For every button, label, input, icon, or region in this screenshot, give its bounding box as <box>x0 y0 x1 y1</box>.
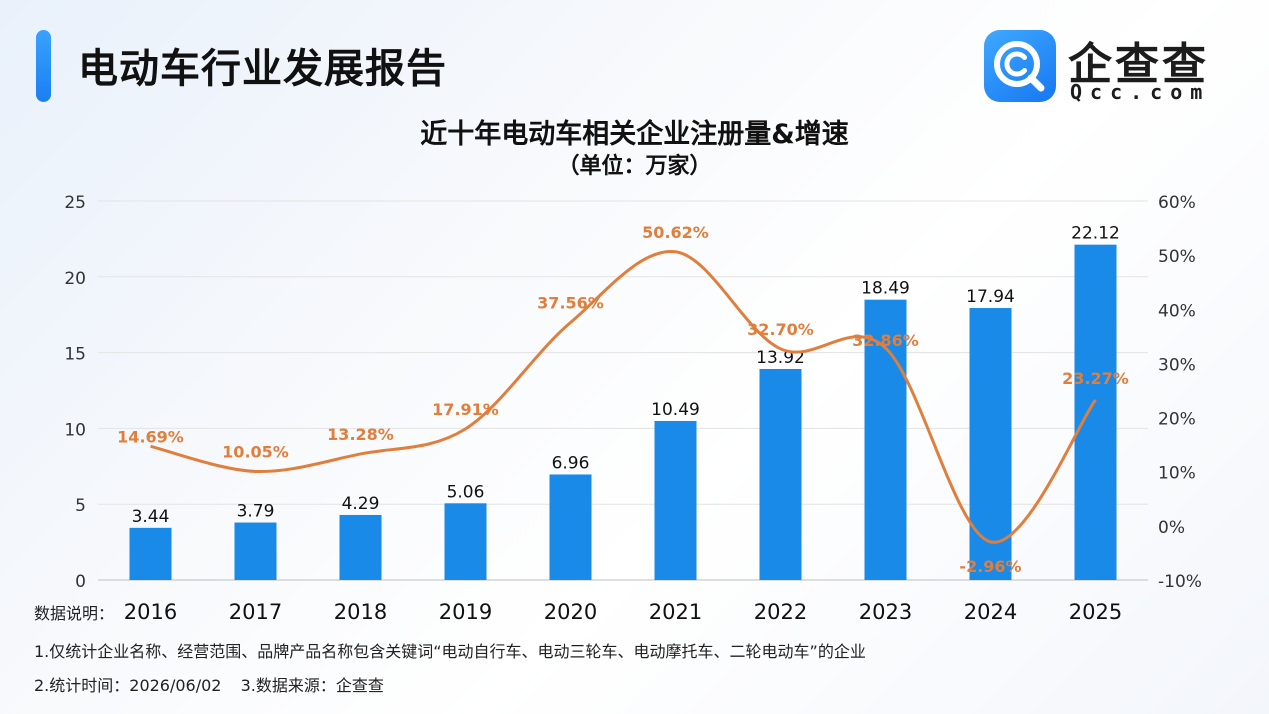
bar-value-label: 18.49 <box>861 279 910 299</box>
brand-logo[interactable]: 企查查 Qcc.com <box>984 28 1224 104</box>
x-tick-label: 2023 <box>859 600 912 624</box>
y-right-tick-label: 40% <box>1158 301 1196 321</box>
growth-rate-label: 10.05% <box>222 442 289 461</box>
x-tick-label: 2021 <box>649 600 702 624</box>
y-right-tick-label: 20% <box>1158 410 1196 430</box>
title-accent-bar <box>36 30 51 102</box>
bar-value-label: 22.12 <box>1071 224 1120 244</box>
bar-value-label: 3.44 <box>132 507 170 527</box>
notes-stat-time: 2.统计时间：2026/06/02 <box>34 676 222 695</box>
x-tick-label: 2025 <box>1069 600 1122 624</box>
bar <box>444 503 487 580</box>
y-left-tick-label: 0 <box>75 572 86 592</box>
bar <box>969 308 1012 580</box>
logo-domain: Qcc.com <box>1070 80 1211 104</box>
chart-title: 近十年电动车相关企业注册量&增速 <box>420 119 849 150</box>
logo-name: 企查查 <box>1068 39 1209 90</box>
growth-rate-label: 32.86% <box>852 331 919 350</box>
notes-source: 3.数据来源：企查查 <box>240 676 384 695</box>
notes-line-1: 1.仅统计企业名称、经营范围、品牌产品名称包含关键词“电动自行车、电动三轮车、电… <box>34 642 866 661</box>
growth-rate-label: 50.62% <box>642 223 709 242</box>
x-tick-label: 2016 <box>124 600 177 624</box>
chart-subtitle: （单位：万家） <box>557 154 712 179</box>
bar <box>1074 244 1117 580</box>
bar <box>234 522 277 580</box>
growth-rate-label: 13.28% <box>327 425 394 444</box>
growth-rate-label: 37.56% <box>537 293 604 312</box>
bar <box>129 527 172 580</box>
y-left-tick-label: 20 <box>64 269 86 289</box>
growth-rate-label: 32.70% <box>747 320 814 339</box>
y-left-tick-label: 5 <box>75 496 86 516</box>
y-right-tick-label: 0% <box>1158 518 1185 538</box>
qcc-magnifier-icon <box>984 30 1056 102</box>
y-left-tick-label: 10 <box>64 420 86 440</box>
growth-rate-label: 23.27% <box>1062 369 1129 388</box>
y-right-tick-label: 30% <box>1158 355 1196 375</box>
bar-value-label: 6.96 <box>552 453 590 473</box>
bar <box>759 368 802 580</box>
growth-rate-label: 14.69% <box>117 427 184 446</box>
report-title: 电动车行业发展报告 <box>78 46 447 92</box>
x-tick-label: 2019 <box>439 600 492 624</box>
bar-value-label: 3.79 <box>237 502 275 522</box>
y-right-tick-label: 10% <box>1158 464 1196 484</box>
bar-value-label: 10.49 <box>651 400 700 420</box>
x-tick-label: 2018 <box>334 600 387 624</box>
y-left-tick-label: 15 <box>64 345 86 365</box>
x-tick-label: 2017 <box>229 600 282 624</box>
growth-rate-line <box>150 250 1097 544</box>
y-left-tick-label: 25 <box>64 193 86 213</box>
bar <box>654 420 697 580</box>
bar-value-label: 17.94 <box>966 287 1015 307</box>
bar-value-label: 5.06 <box>447 482 485 502</box>
y-right-tick-label: -10% <box>1158 572 1202 592</box>
notes-heading: 数据说明： <box>34 604 115 623</box>
y-right-tick-label: 60% <box>1158 193 1196 213</box>
x-tick-label: 2024 <box>964 600 1017 624</box>
x-tick-label: 2022 <box>754 600 807 624</box>
bar-value-label: 4.29 <box>342 494 380 514</box>
bar <box>549 474 592 580</box>
bar <box>339 514 382 580</box>
growth-rate-label: 17.91% <box>432 400 499 419</box>
growth-rate-label: -2.96% <box>959 557 1021 576</box>
notes-line-2: 2.统计时间：2026/06/02 3.数据来源：企查查 <box>34 676 398 710</box>
x-tick-label: 2020 <box>544 600 597 624</box>
y-right-tick-label: 50% <box>1158 247 1196 267</box>
